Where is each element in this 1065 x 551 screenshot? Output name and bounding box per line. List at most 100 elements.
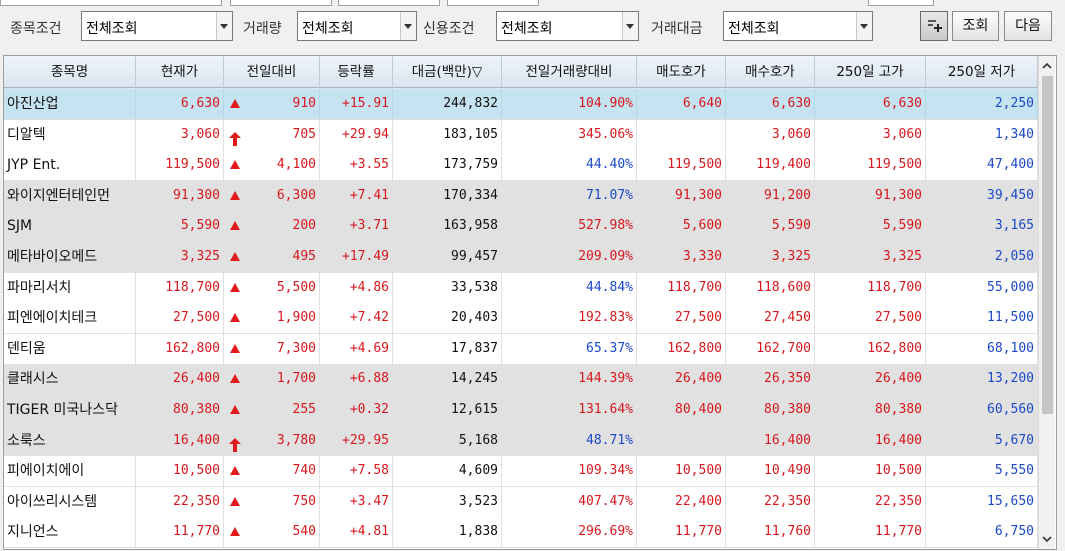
table-row[interactable]: 아진산업 6,630 910 +15.91 244,832 104.90% 6,640 6,6… [4, 89, 1038, 120]
cell-250d-low: 15,650 [926, 487, 1038, 518]
cell-change: 6,300 [224, 181, 320, 212]
table-row[interactable]: TIGER 미국나스닥 80,380 255 +0.32 12,615 131.64% 80… [4, 395, 1038, 426]
table-header: 종목명 현재가 전일대비 등락률 대금(백만)▽ 전일거래량대비 매도호가 매수… [4, 56, 1038, 89]
chevron-down-icon[interactable] [856, 12, 872, 40]
header-change[interactable]: 전일대비 [224, 56, 320, 88]
header-rate[interactable]: 등락률 [320, 56, 393, 88]
vertical-scrollbar[interactable] [1038, 56, 1055, 549]
cell-volume-ratio: 44.84% [502, 273, 637, 304]
table-row[interactable]: 덴티움 162,800 7,300 +4.69 17,837 65.37% 162,800 1… [4, 334, 1038, 365]
chevron-down-icon[interactable] [400, 12, 416, 40]
scroll-down-arrow-icon[interactable] [1039, 531, 1055, 547]
header-250d-low[interactable]: 250일 저가 [926, 56, 1038, 88]
table-row[interactable]: 아이쓰리시스템 22,350 750 +3.47 3,523 407.47% 22,400 2… [4, 487, 1038, 518]
cell-250d-low: 13,200 [926, 364, 1038, 395]
cell-volume-ratio: 71.07% [502, 181, 637, 212]
cell-change: 3,780 [224, 426, 320, 457]
chevron-down-icon[interactable] [216, 12, 232, 40]
cell-price: 27,500 [136, 303, 224, 334]
cell-rate: +29.94 [320, 120, 393, 151]
cell-volume-ratio: 192.83% [502, 303, 637, 334]
top-field[interactable] [0, 0, 222, 6]
table-row[interactable]: 메타바이오메드 3,325 495 +17.49 99,457 209.09% 3,330 3… [4, 242, 1038, 273]
table-row[interactable]: 디알텍 3,060 705 +29.94 183,105 345.06% 3,060 3,06… [4, 120, 1038, 151]
top-field[interactable] [338, 0, 440, 6]
cell-bid: 118,600 [726, 273, 815, 304]
cell-rate: +7.41 [320, 181, 393, 212]
cell-250d-high: 118,700 [815, 273, 926, 304]
cell-bid: 80,380 [726, 395, 815, 426]
volume-select[interactable]: 전체조회 [297, 11, 417, 41]
top-field[interactable] [230, 0, 332, 6]
credit-condition-select[interactable]: 전체조회 [496, 11, 639, 41]
cell-change: 750 [224, 487, 320, 518]
cell-250d-low: 6,750 [926, 517, 1038, 548]
cell-stock-name: JYP Ent. [4, 150, 136, 181]
table-row[interactable]: JYP Ent. 119,500 4,100 +3.55 173,759 44.40% 11… [4, 150, 1038, 181]
cell-ask: 118,700 [637, 273, 726, 304]
header-bid[interactable]: 매수호가 [726, 56, 815, 88]
cell-volume-ratio: 65.37% [502, 334, 637, 365]
cell-volume-ratio: 144.39% [502, 364, 637, 395]
cell-250d-high: 26,400 [815, 364, 926, 395]
scroll-up-arrow-icon[interactable] [1039, 58, 1055, 74]
header-amount[interactable]: 대금(백만)▽ [393, 56, 502, 88]
cell-price: 162,800 [136, 334, 224, 365]
cell-250d-high: 162,800 [815, 334, 926, 365]
cell-change: 740 [224, 456, 320, 487]
table-row[interactable]: 파마리서치 118,700 5,500 +4.86 33,538 44.84% 118,70… [4, 273, 1038, 304]
header-ask[interactable]: 매도호가 [637, 56, 726, 88]
cell-bid: 27,450 [726, 303, 815, 334]
top-field[interactable] [447, 0, 539, 6]
cell-price: 6,630 [136, 89, 224, 120]
table-row[interactable]: 클래시스 26,400 1,700 +6.88 14,245 144.39% 26,400 2… [4, 364, 1038, 395]
next-button[interactable]: 다음 [1004, 11, 1052, 41]
add-column-button[interactable] [920, 11, 948, 41]
cell-ask: 27,500 [637, 303, 726, 334]
cell-ask: 6,640 [637, 89, 726, 120]
table-row[interactable]: 피에이치에이 10,500 740 +7.58 4,609 109.34% 10,500 10… [4, 456, 1038, 487]
cell-change: 255 [224, 395, 320, 426]
cell-rate: +17.49 [320, 242, 393, 273]
cell-bid: 22,350 [726, 487, 815, 518]
cell-bid: 16,400 [726, 426, 815, 457]
stock-condition-select[interactable]: 전체조회 [81, 11, 233, 41]
cell-rate: +3.71 [320, 211, 393, 242]
cell-stock-name: 메타바이오메드 [4, 242, 136, 273]
up-triangle-icon [230, 160, 240, 169]
chevron-down-icon[interactable] [622, 12, 638, 40]
cell-amount: 163,958 [393, 211, 502, 242]
cell-rate: +3.47 [320, 487, 393, 518]
cell-250d-high: 6,630 [815, 89, 926, 120]
table-row[interactable]: 와이지엔터테인먼 91,300 6,300 +7.41 170,334 71.07% 91,… [4, 181, 1038, 212]
cell-stock-name: 아이쓰리시스템 [4, 487, 136, 518]
cell-volume-ratio: 407.47% [502, 487, 637, 518]
cell-volume-ratio: 131.64% [502, 395, 637, 426]
cell-250d-low: 11,500 [926, 303, 1038, 334]
cell-volume-ratio: 345.06% [502, 120, 637, 151]
trade-amount-select[interactable]: 전체조회 [723, 11, 873, 41]
query-button[interactable]: 조회 [952, 11, 999, 41]
up-triangle-icon [230, 252, 240, 261]
cell-amount: 1,838 [393, 517, 502, 548]
header-volume-ratio[interactable]: 전일거래량대비 [502, 56, 637, 88]
table-row[interactable]: 소룩스 16,400 3,780 +29.95 5,168 48.71% 16,400 16,… [4, 426, 1038, 457]
cell-bid: 91,200 [726, 181, 815, 212]
header-price[interactable]: 현재가 [136, 56, 224, 88]
trade-amount-value: 전체조회 [728, 21, 780, 37]
up-triangle-icon [230, 221, 240, 230]
header-250d-high[interactable]: 250일 고가 [815, 56, 926, 88]
table-row[interactable]: 피엔에이치테크 27,500 1,900 +7.42 20,403 192.83% 27,5… [4, 303, 1038, 334]
header-stock-name[interactable]: 종목명 [4, 56, 136, 88]
cell-rate: +0.32 [320, 395, 393, 426]
table-row[interactable]: SJM 5,590 200 +3.71 163,958 527.98% 5,600 5,590… [4, 211, 1038, 242]
cell-250d-low: 1,340 [926, 120, 1038, 151]
up-triangle-icon [230, 497, 240, 506]
table-row[interactable]: 지니언스 11,770 540 +4.81 1,838 296.69% 11,770 11,7… [4, 517, 1038, 548]
scrollbar-thumb[interactable] [1042, 76, 1053, 414]
top-field[interactable] [868, 0, 934, 6]
cell-amount: 5,168 [393, 426, 502, 457]
up-triangle-icon [230, 374, 240, 383]
up-triangle-icon [230, 405, 240, 414]
cell-ask: 119,500 [637, 150, 726, 181]
